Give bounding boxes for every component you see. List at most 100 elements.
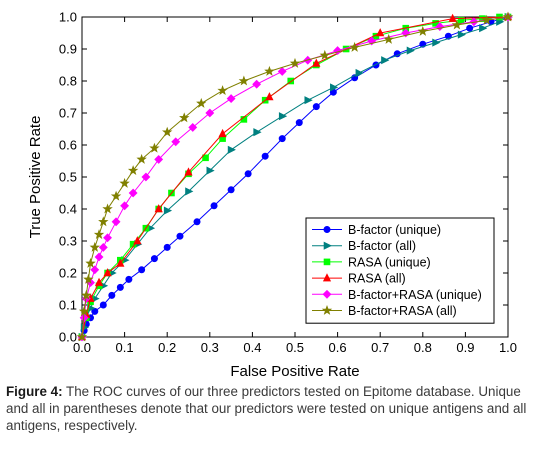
data-point [93,229,105,240]
data-point [149,142,160,153]
data-point [85,257,96,268]
data-point [406,46,415,55]
legend-label: RASA (all) [348,272,406,286]
x-tick-label: 0.5 [286,340,304,355]
data-point [116,283,124,291]
data-point [78,305,90,316]
data-point [99,301,107,309]
data-point [210,202,218,210]
data-point [81,289,92,300]
data-point [79,313,89,323]
data-point [98,242,108,252]
data-point [94,252,104,262]
data-point [295,119,303,127]
y-axis-label: True Positive Rate [27,116,44,239]
data-point [481,14,492,25]
data-point [376,28,385,37]
data-point [120,201,130,211]
data-point [128,188,138,198]
data-point [94,277,104,286]
series-group [76,11,514,342]
data-point [119,177,130,188]
data-point [319,49,331,60]
data-point [244,170,252,178]
data-point [238,75,250,86]
legend-label: B-factor+RASA (unique) [348,288,482,302]
x-tick-label: 0.3 [201,340,219,355]
x-axis-label: False Positive Rate [230,363,359,380]
data-point [110,190,122,201]
caption-text: The ROC curves of our three predictors t… [6,384,527,433]
data-point [176,232,184,240]
data-point [227,186,235,194]
y-tick-label: 0.4 [59,202,77,217]
y-tick-label: 0.5 [59,170,77,185]
x-tick-label: 1.0 [499,340,517,355]
data-point [103,268,112,277]
data-point [304,96,313,105]
y-tick-label: 0.6 [59,138,77,153]
legend-marker [323,226,331,234]
data-point [432,38,441,47]
data-point [103,233,112,243]
data-point [116,258,125,267]
legend-marker [322,289,332,299]
figure-caption: Figure 4: The ROC curves of our three pr… [6,383,540,434]
data-point [196,97,207,108]
data-point [141,172,151,182]
data-point [188,122,198,132]
data-point [264,65,275,76]
data-point [185,187,194,196]
y-tick-label: 0.7 [59,106,77,121]
data-point [355,68,364,78]
x-tick-label: 0.7 [371,340,389,355]
data-point [265,92,274,101]
x-tick-label: 0.2 [158,340,176,355]
x-tick-label: 0.1 [116,340,134,355]
data-point [253,128,262,137]
y-tick-label: 0.1 [59,298,77,313]
data-point [98,216,109,227]
x-tick-label: 0.0 [73,340,91,355]
data-point [136,153,147,164]
legend-marker [321,305,333,315]
data-point [218,128,227,138]
data-point [448,13,457,22]
data-point [90,265,100,275]
data-point [202,154,209,162]
data-point [150,255,158,263]
data-point [154,204,163,213]
data-point [466,24,474,32]
data-point [227,145,236,154]
data-point [381,56,390,65]
data-point [451,19,463,30]
legend-marker [323,258,331,266]
data-point [193,218,201,226]
legend-label: B-factor (all) [348,239,416,253]
data-point [206,166,215,175]
x-tick-label: 0.4 [243,340,261,355]
data-point [154,154,164,164]
series-line [81,16,509,338]
data-point [479,24,488,33]
y-tick-label: 0.8 [59,74,77,89]
legend-box [305,217,495,324]
data-point [184,167,193,176]
data-point [289,57,301,68]
data-point [179,112,190,123]
data-point [163,243,171,251]
data-point [102,203,113,214]
y-tick-label: 1.0 [59,10,77,25]
data-point [171,137,181,147]
data-point [127,165,139,176]
data-point [312,103,320,111]
data-point [432,20,439,27]
data-point [217,85,228,96]
y-tick-label: 0.0 [59,330,77,345]
caption-label: Figure 4: [6,384,63,399]
y-tick-label: 0.3 [59,234,77,249]
y-tick-label: 0.2 [59,266,77,281]
data-point [205,108,215,118]
data-point [261,152,269,160]
